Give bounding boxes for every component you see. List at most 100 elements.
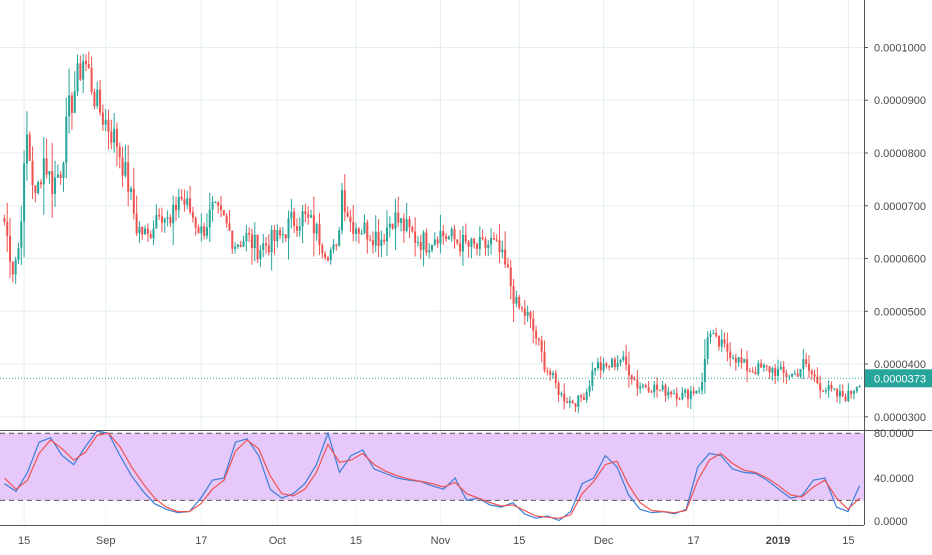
candle-body <box>234 246 237 249</box>
candle-body <box>658 389 661 391</box>
candle-body <box>656 384 659 390</box>
stochastic-line <box>3 432 861 519</box>
candle-body <box>793 373 796 375</box>
candle-body <box>369 239 372 241</box>
price-tick-label: 0.0000500 <box>874 306 926 318</box>
candle-body <box>827 384 830 391</box>
candle-body <box>585 391 588 400</box>
candle-body <box>425 232 428 253</box>
candle-body <box>816 376 819 384</box>
candle-body <box>518 297 521 308</box>
candle-body <box>225 215 228 224</box>
candle-body <box>641 385 644 387</box>
candle-body <box>805 359 808 365</box>
candle-body <box>636 380 639 389</box>
candle-body <box>414 231 417 243</box>
candle-body <box>731 357 735 359</box>
candle-body <box>20 221 23 248</box>
stochastic-tick-label: 80.0000 <box>874 428 914 440</box>
candle-body <box>228 223 231 231</box>
candle-body <box>82 60 85 80</box>
candle-body <box>675 393 678 400</box>
candle-body <box>689 391 692 400</box>
candle-body <box>129 188 133 192</box>
candle-body <box>408 219 411 227</box>
candle-body <box>442 231 445 237</box>
candle-body <box>329 249 332 261</box>
candle-body <box>380 239 383 246</box>
candle-body <box>672 393 675 395</box>
candle-body <box>734 357 737 363</box>
candle-body <box>56 174 59 178</box>
candle-body <box>838 391 841 397</box>
candle-body <box>127 162 130 192</box>
candle-body <box>144 228 147 235</box>
candle-body <box>799 369 802 377</box>
candle-body <box>332 244 335 250</box>
candle-body <box>222 209 225 216</box>
candle-body <box>270 229 273 253</box>
candle-body <box>310 215 313 218</box>
candle-body <box>855 387 858 392</box>
candle-body <box>363 222 366 234</box>
candle-body <box>17 247 20 260</box>
candle-body <box>568 400 571 403</box>
candle-body <box>532 318 535 331</box>
candle-body <box>478 237 481 249</box>
candle-body <box>155 214 158 229</box>
candle-body <box>321 245 324 254</box>
candle-body <box>416 242 419 244</box>
price-tick-label: 0.0000400 <box>874 359 926 371</box>
candle-body <box>293 211 296 227</box>
candle-body <box>580 395 583 398</box>
candle-body <box>124 162 127 176</box>
candle-body <box>788 376 791 378</box>
candle-body <box>118 146 121 158</box>
candle-body <box>84 60 87 65</box>
candle-body <box>279 229 282 236</box>
candle-body <box>509 267 512 287</box>
candle-body <box>290 211 293 219</box>
candle-body <box>132 188 135 214</box>
candle-body <box>113 128 116 143</box>
candle-body <box>163 218 166 223</box>
candle-body <box>557 383 560 395</box>
candle-body <box>217 201 220 206</box>
candle-body <box>138 227 141 234</box>
candle-body <box>141 227 144 235</box>
candle-body <box>295 226 298 231</box>
candle-body <box>521 307 524 309</box>
price-tick-label: 0.0000700 <box>874 201 926 213</box>
candle-body <box>748 370 751 372</box>
candle-body <box>34 185 37 194</box>
candle-body <box>453 229 456 240</box>
candle-body <box>746 358 749 371</box>
candle-body <box>253 234 256 249</box>
candle-body <box>723 339 726 344</box>
candle-body <box>515 297 518 304</box>
candle-body <box>436 239 439 244</box>
candle-body <box>439 231 442 244</box>
candle-body <box>475 243 479 249</box>
candle-body <box>540 340 543 352</box>
candle-body <box>250 234 253 249</box>
candle-body <box>456 239 459 244</box>
candle-body <box>318 224 321 246</box>
price-tick-label: 0.0000600 <box>874 254 926 266</box>
candle-body <box>751 371 754 373</box>
candle-body <box>65 116 68 163</box>
candle-body <box>76 63 79 92</box>
candle-body <box>782 366 785 374</box>
time-tick-label: Oct <box>269 535 286 547</box>
candle-body <box>6 221 9 236</box>
candle-body <box>383 239 386 242</box>
candle-body <box>355 228 358 235</box>
last-price-label: 0.0000373 <box>874 373 926 385</box>
candle-body <box>326 257 329 261</box>
candle-body <box>281 234 284 236</box>
candle-body <box>664 385 667 396</box>
candle-body <box>158 214 161 217</box>
candlestick-series <box>3 51 861 414</box>
time-tick-label: 17 <box>195 535 207 547</box>
candle-body <box>450 229 453 237</box>
